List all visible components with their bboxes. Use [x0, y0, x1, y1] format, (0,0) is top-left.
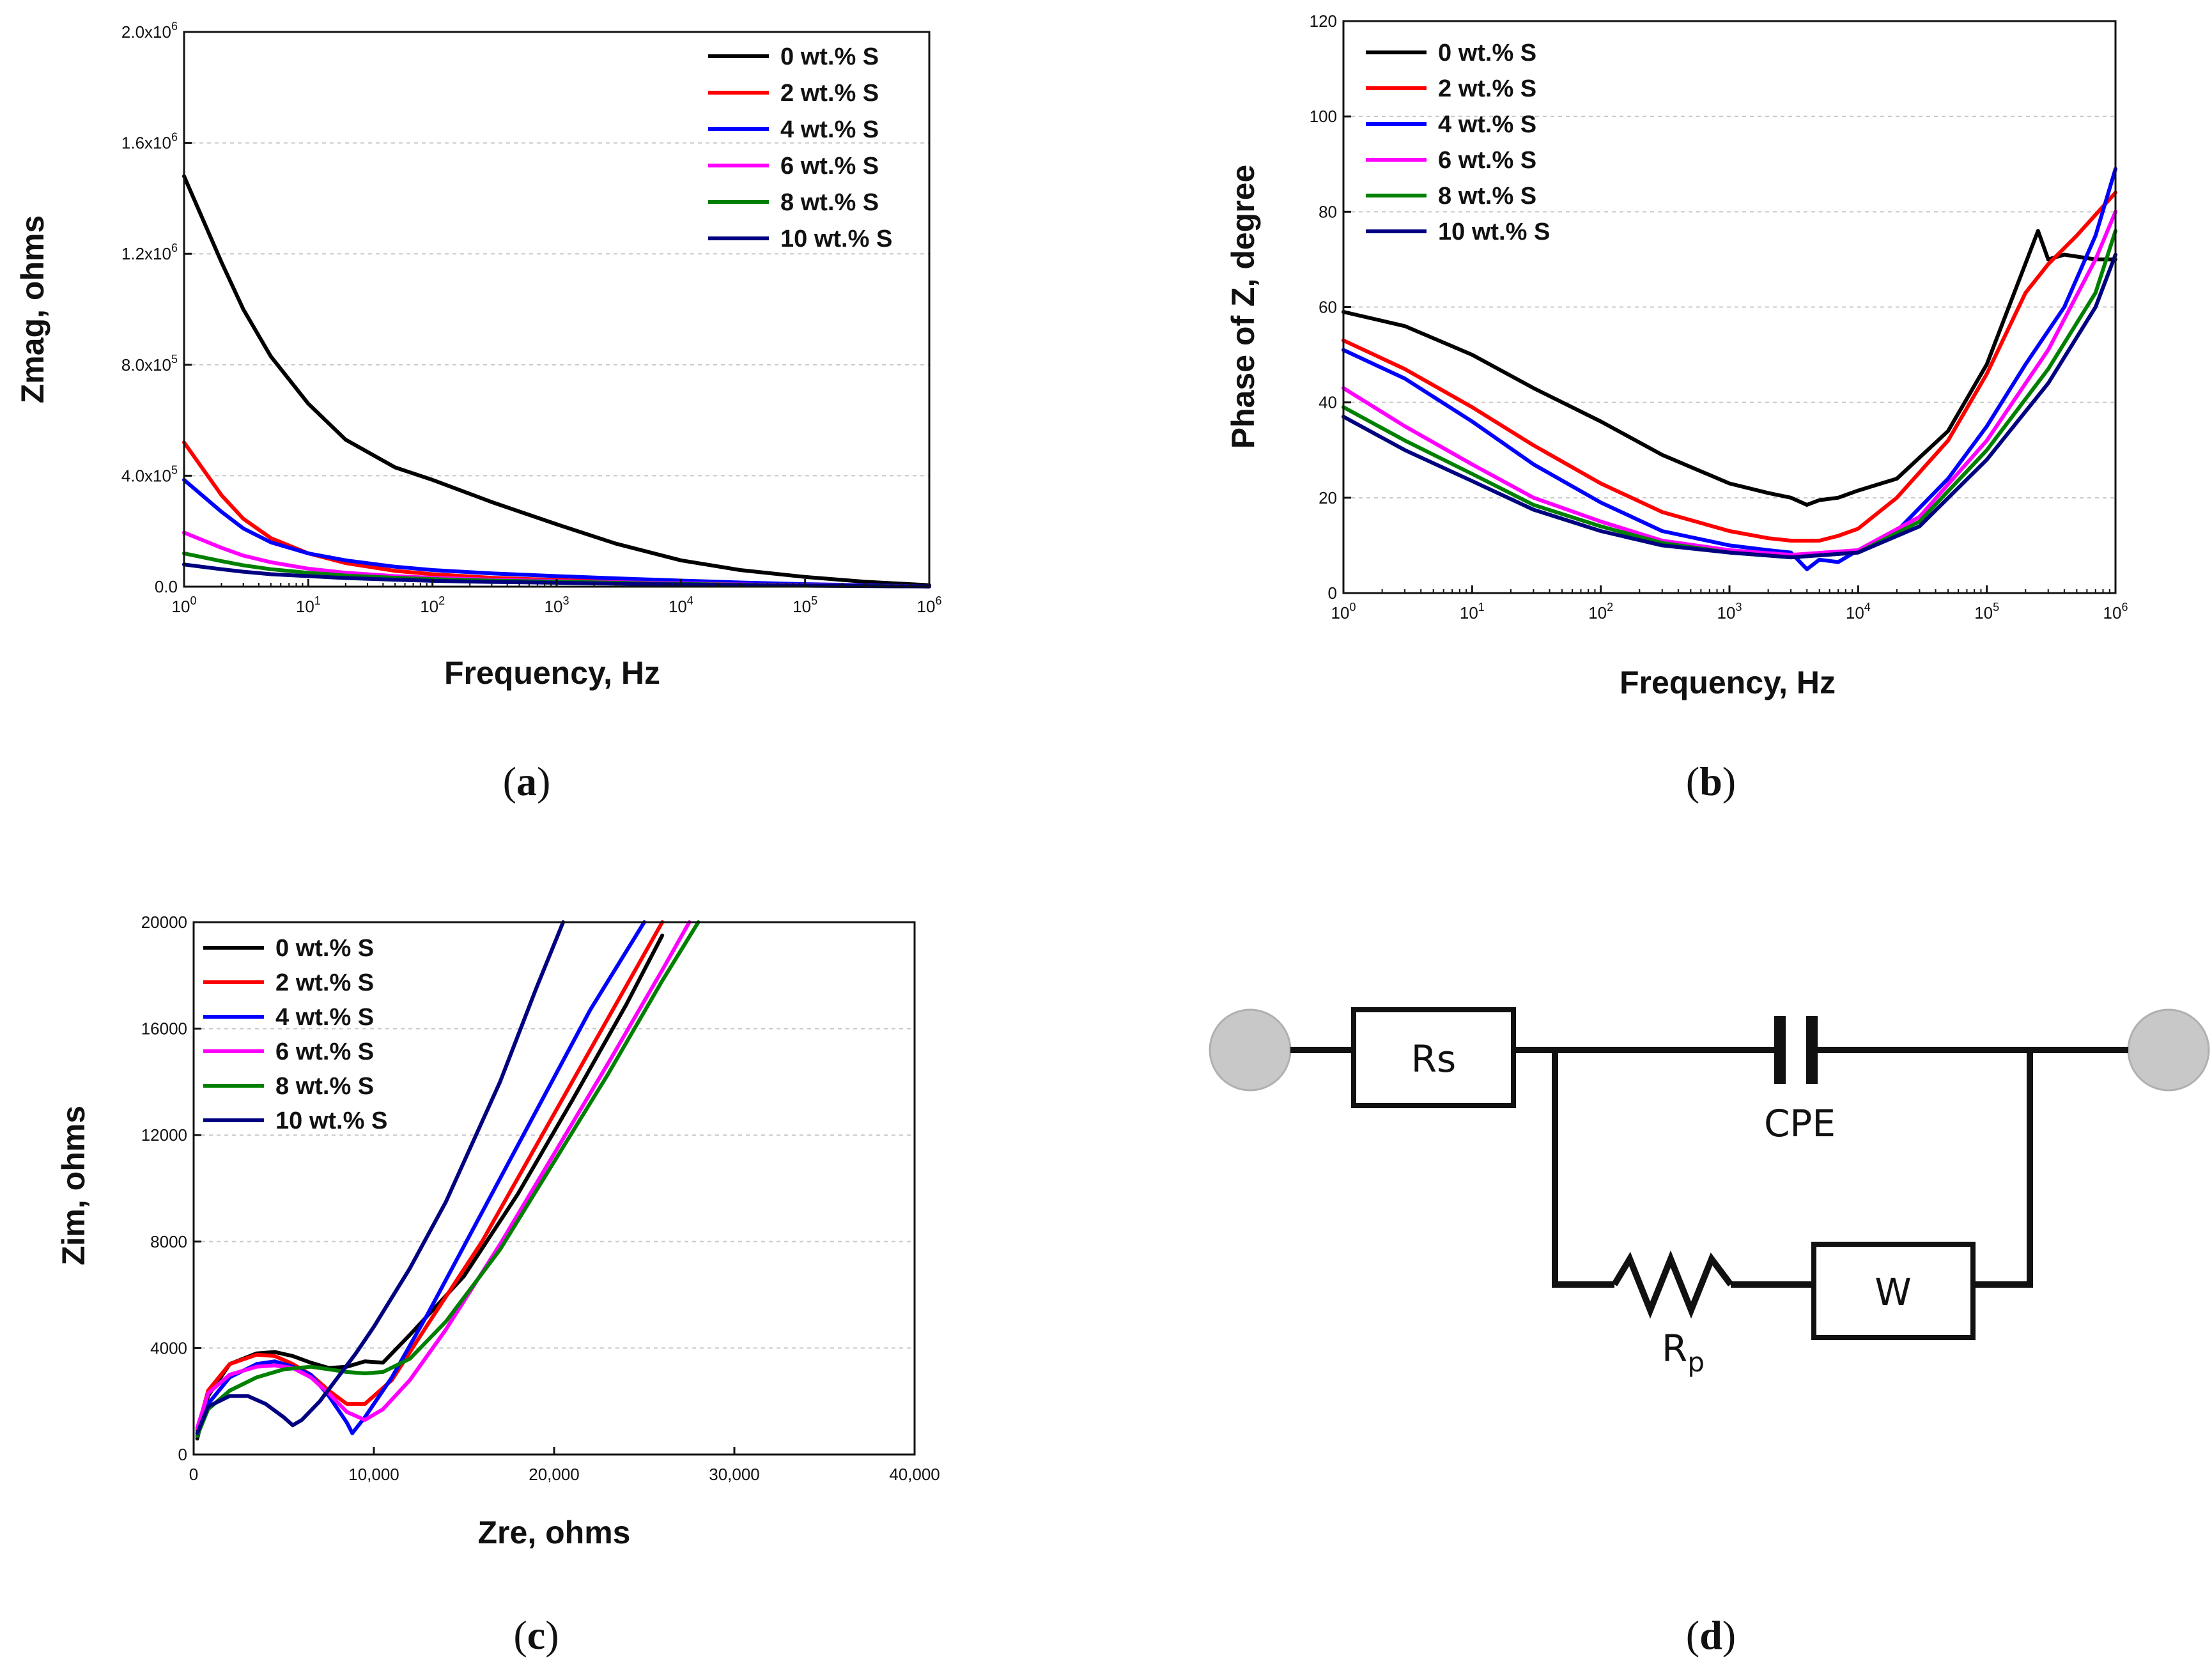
panel-b-series-line-4	[1342, 229, 2117, 560]
panel-c-caption: (c)	[513, 1612, 559, 1658]
panel-b-series-line-5	[1342, 252, 2117, 560]
panel-a-x-tick-label: 104	[669, 594, 693, 616]
rs-resistor-box	[1351, 1007, 1516, 1108]
panel-c-legend-label-0: 0 wt.% S	[275, 935, 374, 962]
panel-a-y-axis-label: Zmag, ohms	[15, 215, 50, 403]
circuit-wires	[1290, 1047, 2128, 1288]
panel-c-y-tick-label: 16000	[141, 1019, 187, 1038]
panel-c-series-line-4	[195, 920, 700, 1438]
panel-b-x-tick-label: 105	[1974, 601, 1999, 622]
panel-d-caption: (d)	[1686, 1612, 1736, 1658]
panel-a-x-tick-label: 101	[296, 594, 321, 616]
panel-c-y-axis-label: Zim, ohms	[56, 1106, 91, 1265]
panel-a-x-tick-label: 105	[793, 594, 817, 616]
warburg-element-box	[1811, 1242, 1976, 1340]
panel-c-series-line-5	[195, 920, 566, 1435]
panel-a-legend-label-0: 0 wt.% S	[780, 43, 879, 70]
panel-c-x-tick-label: 30,000	[709, 1465, 760, 1484]
panel-b-legend-label-5: 10 wt.% S	[1438, 219, 1550, 245]
panel-b-legend-label-4: 8 wt.% S	[1438, 183, 1536, 210]
panel-b-series-line-0	[1342, 229, 2117, 507]
panel-b-y-tick-label: 80	[1319, 202, 1337, 221]
panel-a-legend-label-4: 8 wt.% S	[780, 189, 879, 216]
panel-c-x-tick-label: 10,000	[348, 1465, 399, 1484]
panel-b-y-tick-label: 40	[1319, 393, 1337, 412]
panel-c-y-tick-label: 12000	[141, 1125, 187, 1145]
panel-a-y-tick-label: 4.0x105	[121, 463, 178, 485]
panel-c-legend-label-1: 2 wt.% S	[275, 969, 374, 996]
panel-c-x-tick-label: 0	[189, 1465, 198, 1484]
panel-b-y-tick-label: 100	[1310, 107, 1337, 126]
panel-a-x-axis-label: Frequency, Hz	[444, 655, 660, 691]
panel-c-y-tick-label: 4000	[150, 1338, 187, 1357]
panel-a-plot-frame	[183, 31, 931, 588]
panel-c-legend-label-2: 4 wt.% S	[275, 1004, 374, 1031]
panel-b-legend-label-0: 0 wt.% S	[1438, 40, 1536, 66]
panel-b-x-axis-label: Frequency, Hz	[1620, 665, 1836, 700]
cpe-plate-left	[1774, 1016, 1786, 1084]
panel-b-y-tick-label: 120	[1310, 12, 1337, 31]
panel-b-series-line-3	[1342, 210, 2117, 557]
panel-c-x-tick-label: 40,000	[889, 1465, 940, 1484]
right-terminal	[2127, 1008, 2210, 1092]
panel-a-legend-label-1: 2 wt.% S	[780, 80, 879, 107]
panel-a-x-tick-label: 103	[545, 594, 569, 616]
panel-a-legend-label-2: 4 wt.% S	[780, 116, 879, 143]
panel-c-series-line-2	[195, 920, 646, 1438]
panel-c-y-tick-label: 0	[178, 1445, 187, 1464]
panel-c-legend-label-5: 10 wt.% S	[275, 1108, 387, 1134]
panel-b-y-tick-label: 60	[1319, 298, 1337, 317]
panel-b-y-tick-label: 0	[1328, 583, 1337, 603]
panel-c-legend-label-4: 8 wt.% S	[275, 1073, 374, 1100]
panel-b-x-tick-label: 103	[1717, 601, 1742, 622]
panel-b-y-tick-label: 20	[1319, 488, 1337, 507]
panel-b-series-line-2	[1342, 167, 2117, 571]
panel-c-series-line-3	[195, 920, 692, 1430]
panel-a-legend-label-3: 6 wt.% S	[780, 153, 879, 180]
left-terminal	[1209, 1008, 1292, 1092]
panel-b-x-tick-label: 101	[1460, 601, 1485, 622]
rs-label: Rs	[1411, 1037, 1457, 1081]
w-label: W	[1875, 1270, 1911, 1314]
rp-label: Rp	[1662, 1327, 1705, 1378]
panel-c-y-tick-label: 20000	[141, 913, 187, 932]
cpe-label: CPE	[1764, 1102, 1836, 1145]
panel-a-legend-label-5: 10 wt.% S	[780, 226, 892, 252]
panel-b-x-tick-label: 100	[1331, 601, 1356, 622]
panel-b-chart: 100 101 102 103 104 105 106 0 20 40 60 80 100 120 Fr…	[1225, 12, 2128, 700]
panel-a-series-line-5	[182, 562, 931, 589]
panel-a-y-tick-label: 2.0x106	[121, 20, 178, 42]
panel-b-caption: (b)	[1686, 759, 1736, 804]
panel-a-y-tick-label: 1.2x106	[121, 242, 178, 263]
panel-a-x-tick-label: 106	[917, 594, 942, 616]
panel-c-legend-label-3: 6 wt.% S	[275, 1038, 374, 1065]
panel-b-legend-label-1: 2 wt.% S	[1438, 75, 1536, 102]
panel-a-chart: 100 101 102 103 104 105 106 0.0 4.0x105 8.0x105 1…	[15, 20, 941, 691]
panel-b-legend-label-3: 6 wt.% S	[1438, 147, 1536, 174]
panel-b-x-tick-label: 102	[1588, 601, 1613, 622]
panel-a-y-tick-label: 0.0	[155, 577, 178, 596]
panel-c-series-line-1	[195, 920, 665, 1433]
panel-b-x-tick-label: 104	[1846, 601, 1871, 622]
panel-b-y-axis-label: Phase of Z, degree	[1225, 165, 1261, 449]
panel-a-y-tick-label: 1.6x106	[121, 131, 178, 153]
panel-c-chart: 0 10,000 20,000 30,000 40,000 0 4000 8000 12000…	[56, 913, 940, 1550]
panel-c-y-tick-label: 8000	[150, 1232, 187, 1251]
rp-resistor-zigzag	[1611, 1250, 1733, 1319]
panel-a-series-line-0	[182, 174, 931, 587]
panel-b-legend-label-2: 4 wt.% S	[1438, 111, 1536, 138]
panel-b-x-tick-label: 106	[2103, 601, 2128, 622]
panel-d-circuit-diagram: Rs CPE Rp W	[1209, 1007, 2210, 1378]
panel-b-series-line-1	[1342, 190, 2117, 543]
panel-c-x-axis-label: Zre, ohms	[478, 1515, 631, 1550]
panel-a-x-tick-label: 102	[420, 594, 445, 616]
panel-c-x-tick-label: 20,000	[529, 1465, 580, 1484]
panel-a-caption: (a)	[503, 759, 551, 804]
panel-a-y-tick-label: 8.0x105	[121, 353, 178, 374]
cpe-plate-right	[1806, 1016, 1818, 1084]
panel-a-x-tick-label: 100	[172, 594, 197, 616]
